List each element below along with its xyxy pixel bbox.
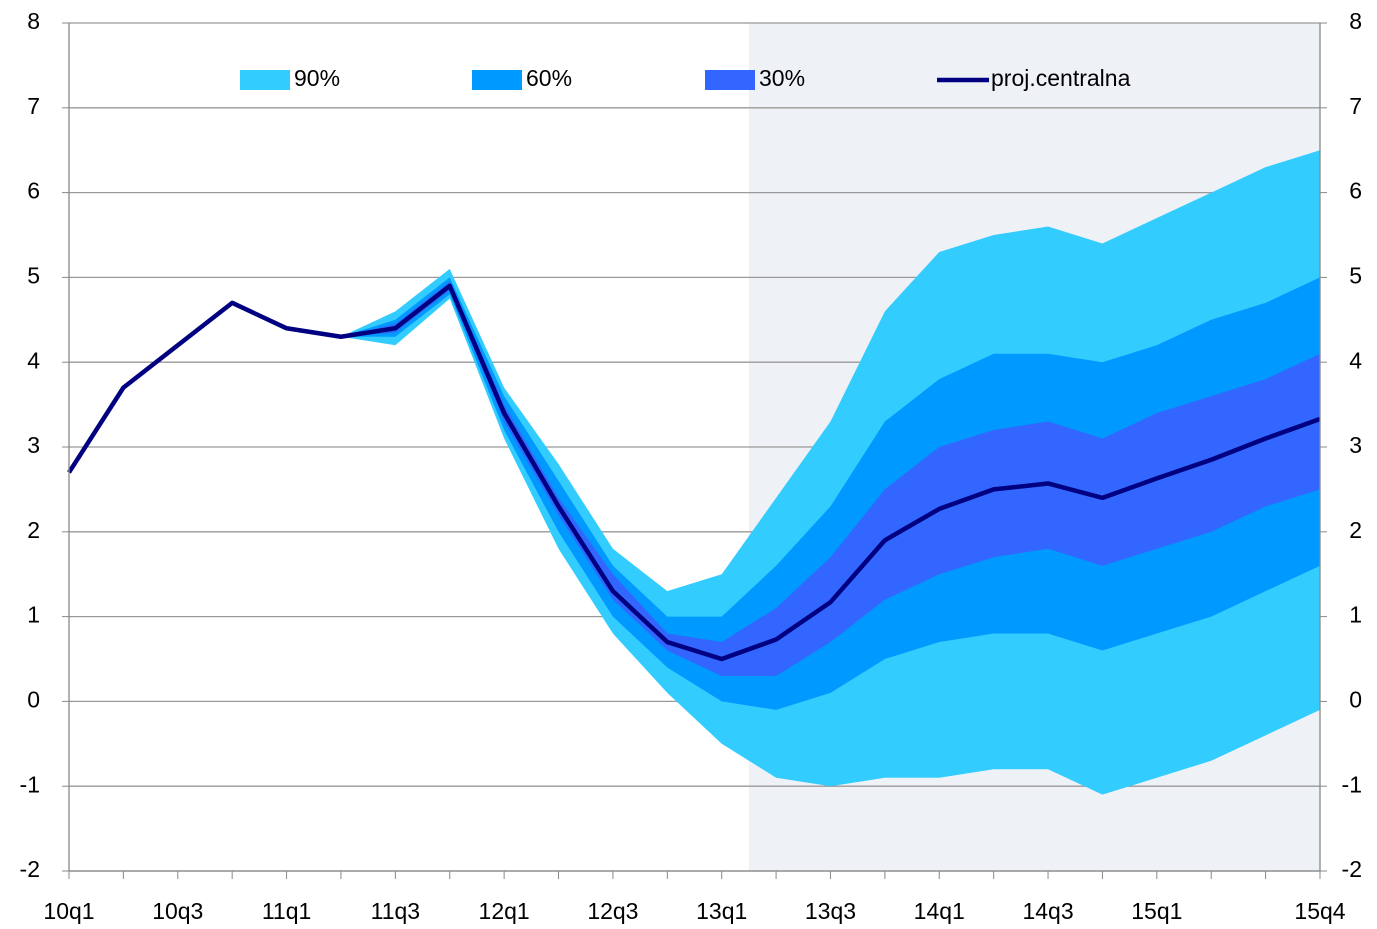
y-tick-label: 4 [27, 347, 40, 373]
y2-tick-label: 0 [1349, 686, 1362, 712]
y2-tick-label: 8 [1349, 8, 1362, 34]
central-line [67, 283, 1321, 662]
y2-tick-label: 3 [1349, 432, 1362, 458]
y2-tick-label: 5 [1349, 262, 1362, 288]
x-tick-label: 15q1 [1131, 898, 1182, 924]
y-tick-label: 2 [27, 517, 40, 543]
x-tick-label: 12q1 [479, 898, 530, 924]
x-tick-label: 13q1 [696, 898, 747, 924]
legend-label: proj.centralna [991, 65, 1131, 91]
legend-label: 90% [294, 65, 340, 91]
x-tick-label: 10q3 [152, 898, 203, 924]
x-tick-label: 12q3 [587, 898, 638, 924]
legend-swatch [240, 70, 290, 90]
y2-tick-label: 6 [1349, 178, 1362, 204]
fan-band [340, 277, 1320, 710]
y2-tick-label: 4 [1349, 347, 1362, 373]
x-tick-label: 14q1 [914, 898, 965, 924]
y-tick-label: 0 [27, 686, 40, 712]
legend-label: 60% [526, 65, 572, 91]
fan-band [340, 281, 1320, 676]
y-tick-label: 3 [27, 432, 40, 458]
y-tick-label: 8 [27, 8, 40, 34]
y2-tick-label: 2 [1349, 517, 1362, 543]
y-tick-label: 6 [27, 178, 40, 204]
x-tick-label: 11q3 [371, 898, 420, 924]
y-tick-label: -1 [20, 771, 40, 797]
y2-tick-label: 7 [1349, 93, 1362, 119]
y-tick-label: 1 [27, 602, 40, 628]
x-tick-label: 11q1 [262, 898, 311, 924]
y-tick-label: 5 [27, 262, 40, 288]
y2-tick-label: -1 [1342, 771, 1362, 797]
x-tick-label: 13q3 [805, 898, 856, 924]
y2-tick-label: 1 [1349, 602, 1362, 628]
y2-tick-label: -2 [1342, 856, 1362, 882]
x-tick-label: 15q4 [1294, 898, 1345, 924]
legend-swatch [472, 70, 522, 90]
y-tick-label: 7 [27, 93, 40, 119]
legend-label: 30% [759, 65, 805, 91]
x-tick-label: 14q3 [1022, 898, 1073, 924]
legend-swatch [705, 70, 755, 90]
y-tick-label: -2 [20, 856, 40, 882]
x-tick-label: 10q1 [43, 898, 94, 924]
